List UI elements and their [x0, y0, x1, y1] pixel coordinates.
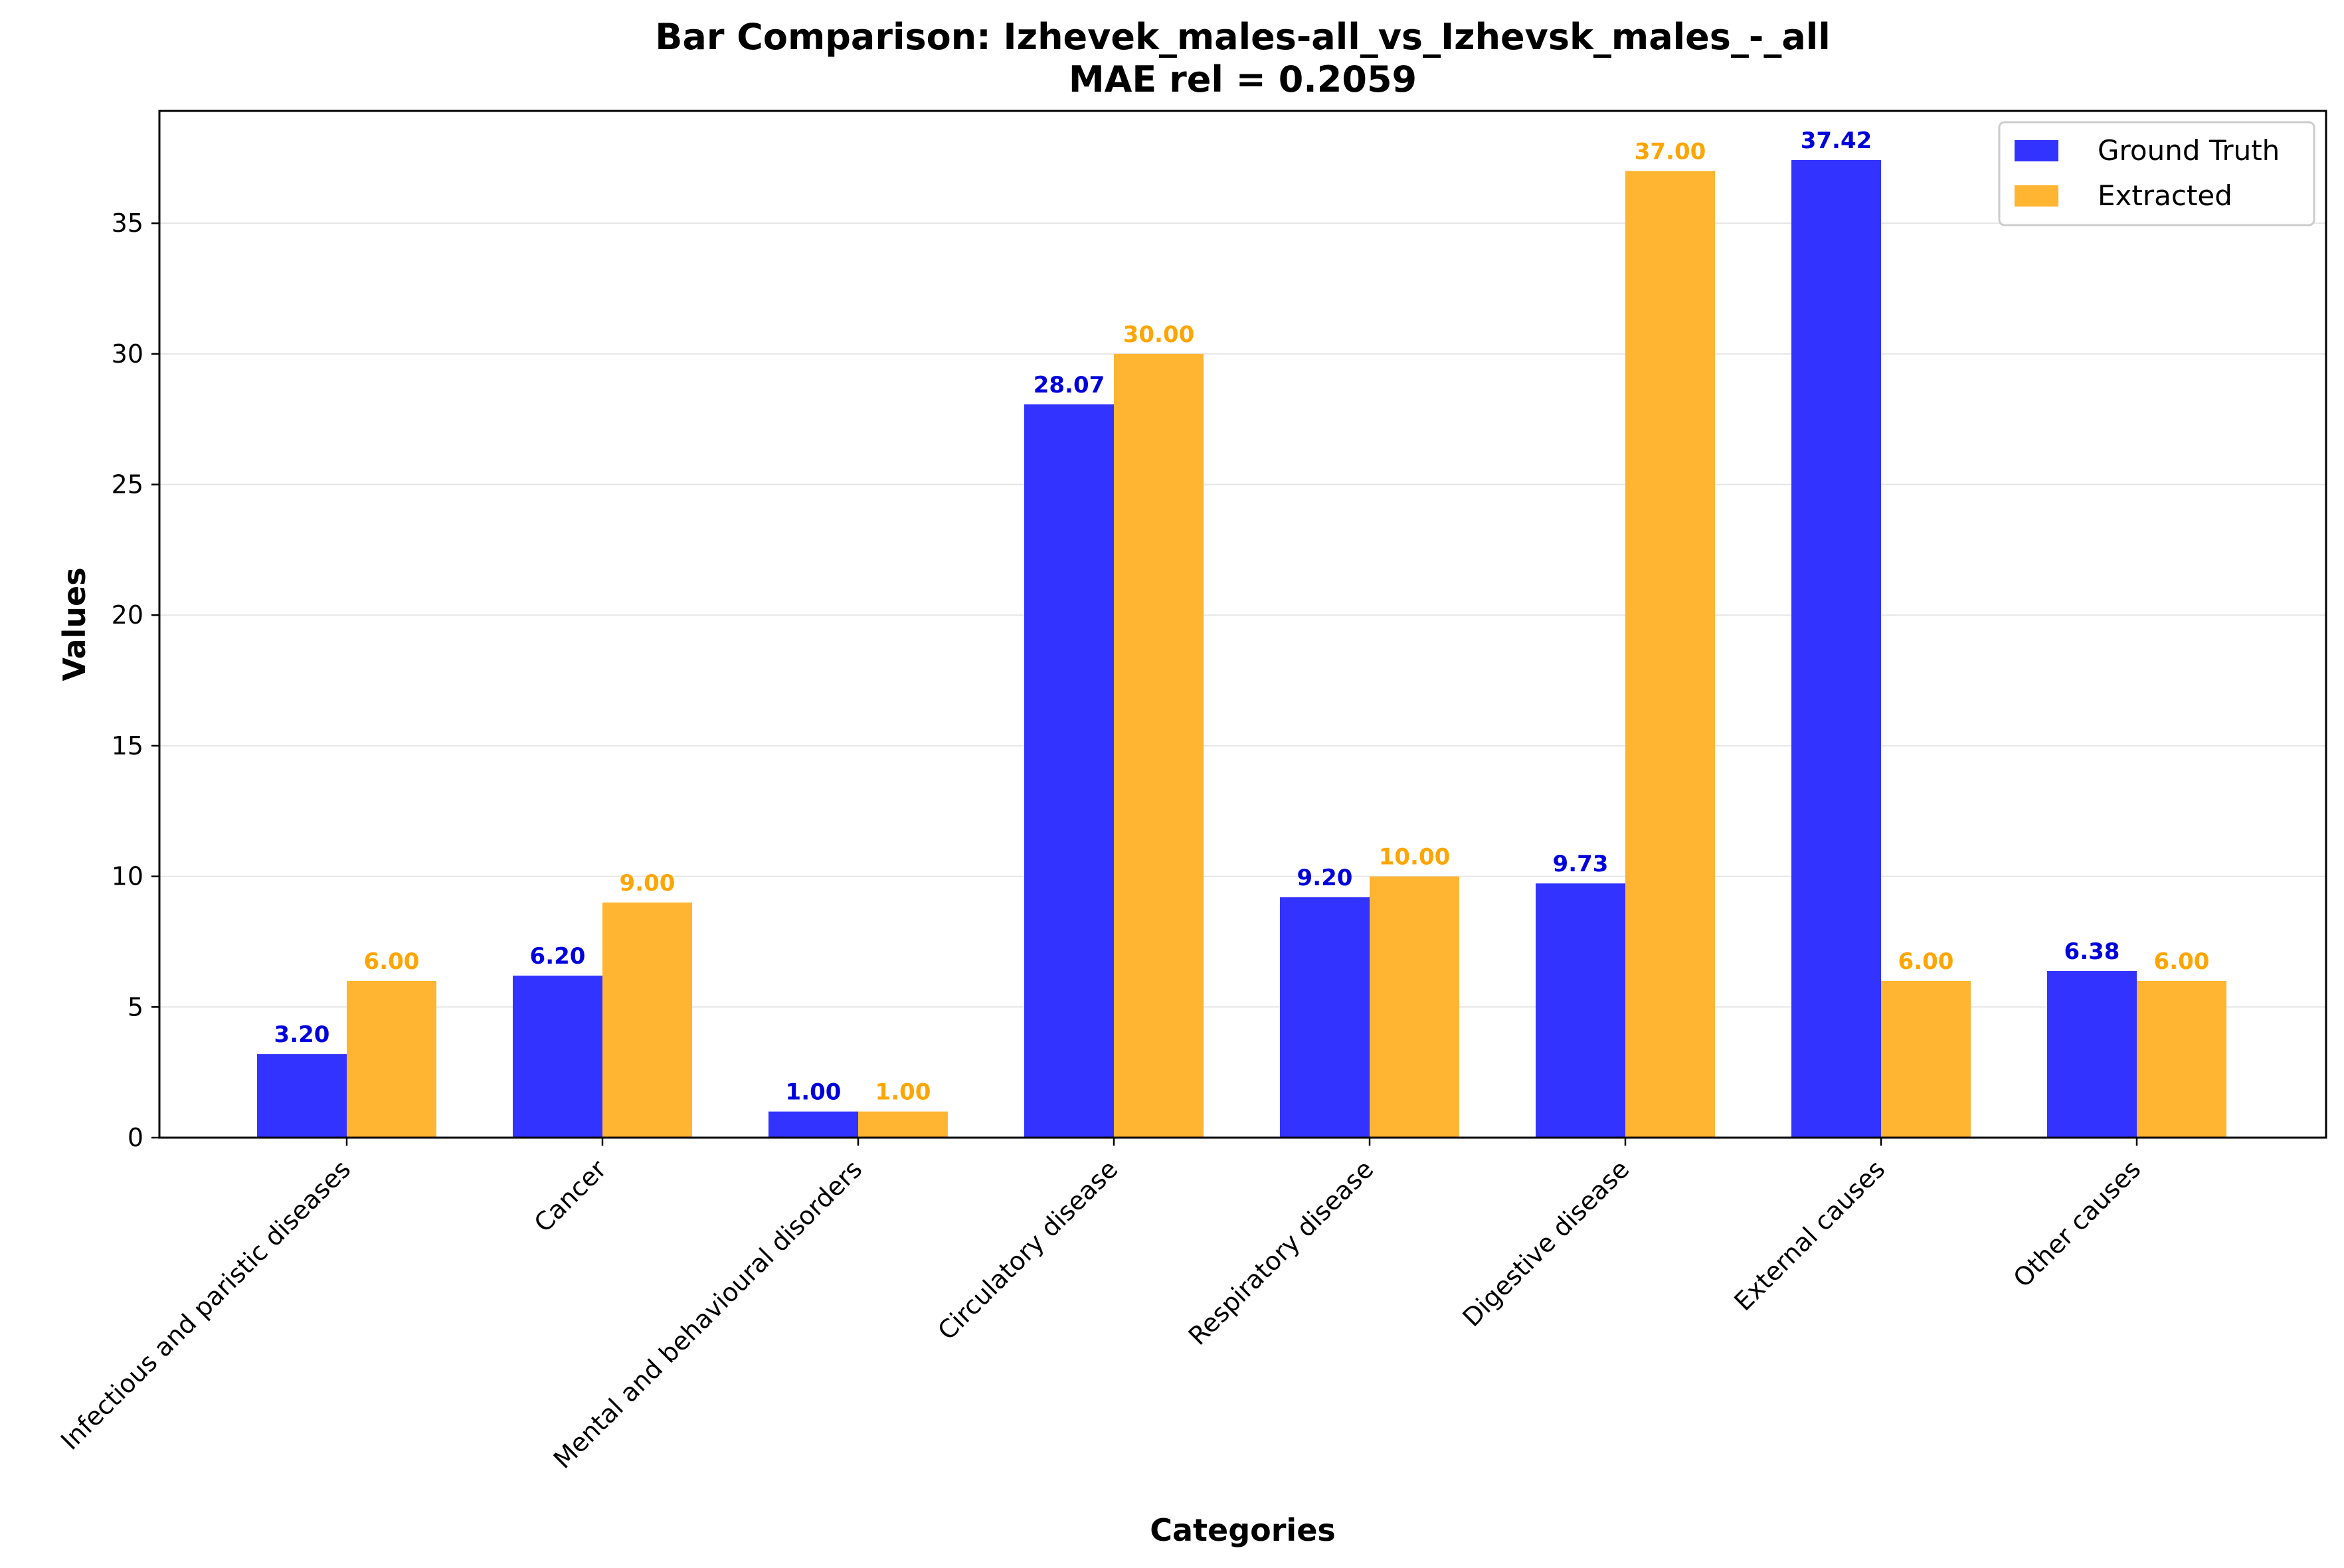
bar-ground-truth [1024, 404, 1114, 1138]
bar-ground-truth [513, 976, 602, 1138]
data-label-extracted: 1.00 [875, 1079, 931, 1106]
legend-label-extracted: Extracted [2098, 179, 2232, 212]
legend: Ground Truth Extracted [1998, 121, 2315, 226]
x-axis-label: Categories [1150, 1512, 1336, 1548]
y-tick-label: 10 [112, 862, 143, 891]
y-axis-label: Values [56, 567, 92, 681]
y-tick-label: 30 [112, 339, 143, 369]
legend-swatch-extracted [2015, 185, 2058, 207]
data-label-ground-truth: 37.42 [1801, 128, 1872, 154]
y-tick-label: 0 [128, 1123, 143, 1152]
data-label-extracted: 9.00 [620, 870, 676, 897]
data-label-ground-truth: 6.38 [2064, 938, 2120, 965]
bar-extracted [602, 902, 692, 1138]
data-label-extracted: 6.00 [1898, 948, 1954, 975]
bars [257, 159, 2226, 1138]
y-axis-ticks: 0 5 10 15 20 25 30 35 [112, 209, 159, 1152]
bar-ground-truth [768, 1111, 858, 1138]
data-label-ground-truth: 28.07 [1034, 372, 1105, 398]
bar-extracted [1370, 876, 1459, 1138]
data-label-extracted: 10.00 [1379, 844, 1451, 871]
chart-title: Bar Comparison: Izhevek_males-all_vs_Izh… [655, 16, 1831, 58]
bar-extracted [1114, 353, 1204, 1138]
y-tick-label: 25 [112, 470, 143, 499]
data-label-ground-truth: 6.20 [530, 943, 586, 970]
legend-swatch-ground-truth [2015, 140, 2058, 161]
bar-ground-truth [2047, 971, 2137, 1138]
data-label-ground-truth: 3.20 [274, 1021, 330, 1048]
data-label-extracted: 6.00 [2154, 948, 2210, 975]
data-labels: 3.20 6.20 1.00 28.07 9.20 9.73 37.42 6.38 6.00 9.… [274, 128, 2210, 1106]
bar-extracted [1881, 980, 1971, 1138]
y-tick-label: 5 [128, 992, 143, 1021]
bar-extracted [347, 980, 436, 1138]
data-label-extracted: 37.00 [1635, 138, 1706, 165]
y-tick-label: 15 [112, 731, 143, 760]
plot-area-frame [158, 110, 2327, 1139]
chart-subtitle: MAE rel = 0.2059 [1069, 58, 1417, 100]
bar-extracted [858, 1111, 948, 1138]
legend-box [1998, 121, 2315, 226]
bar-extracted [1625, 171, 1715, 1138]
bar-ground-truth [257, 1054, 347, 1138]
bar-ground-truth [1791, 159, 1881, 1138]
bar-extracted [2137, 980, 2226, 1138]
bar-ground-truth [1536, 883, 1625, 1138]
data-label-ground-truth: 9.73 [1553, 851, 1609, 877]
data-label-ground-truth: 1.00 [786, 1079, 842, 1106]
data-label-extracted: 6.00 [364, 948, 420, 975]
y-tick-label: 35 [112, 209, 143, 238]
data-label-ground-truth: 9.20 [1297, 865, 1353, 891]
data-label-extracted: 30.00 [1123, 321, 1195, 348]
legend-label-ground-truth: Ground Truth [2098, 134, 2280, 167]
y-tick-label: 20 [112, 600, 143, 630]
bar-ground-truth [1280, 897, 1370, 1138]
